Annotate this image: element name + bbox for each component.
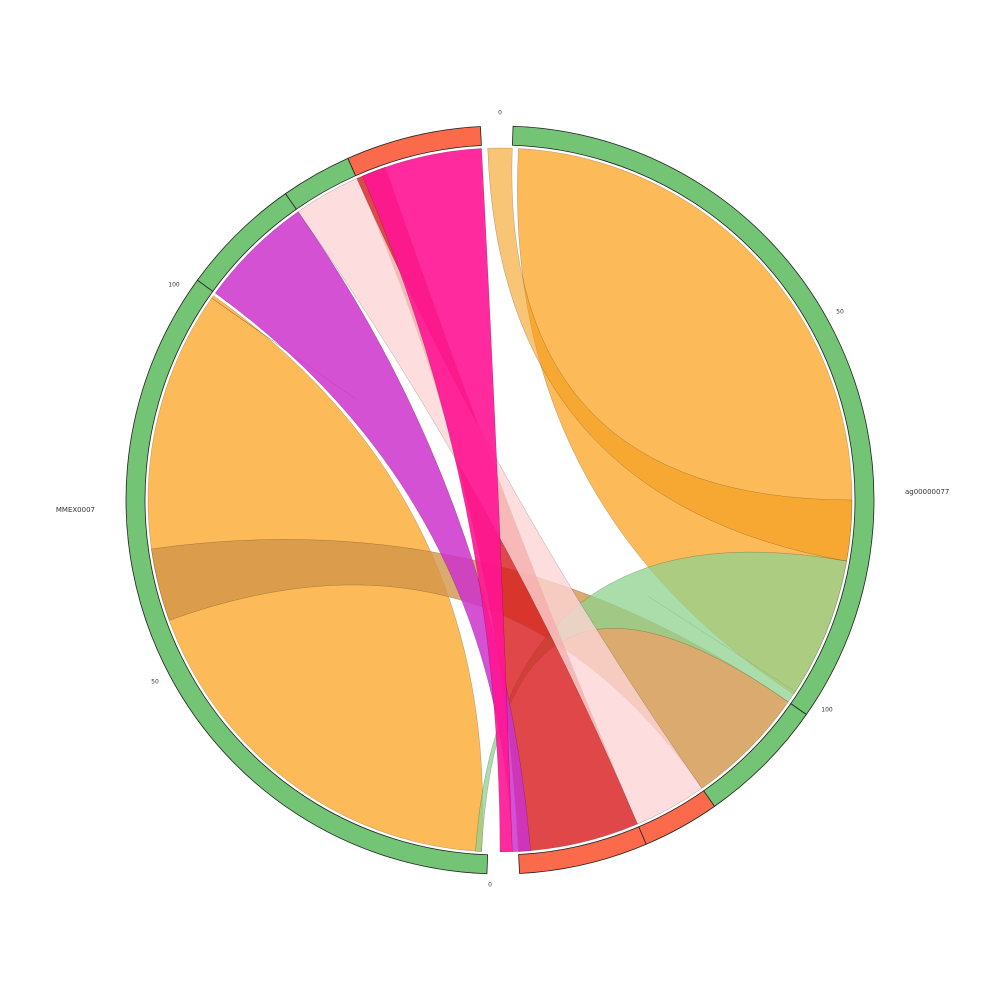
- ring-segment: [518, 826, 647, 874]
- tick-label: 50: [151, 679, 159, 686]
- ribbons: [147, 147, 853, 853]
- ring-segment: [347, 126, 482, 177]
- ribbon: [215, 211, 531, 852]
- ribbon: [487, 147, 853, 562]
- sector-label: MMEX0007: [56, 506, 95, 514]
- ribbon: [362, 148, 513, 853]
- tick-label: 50: [836, 309, 844, 316]
- tick-label: 0: [498, 110, 502, 117]
- outer-ring: [125, 125, 875, 875]
- tick-label: 100: [821, 707, 833, 714]
- tick-label: 100: [168, 282, 180, 289]
- tick-label: 0: [488, 882, 492, 889]
- sector-label: ag00000077: [905, 488, 949, 496]
